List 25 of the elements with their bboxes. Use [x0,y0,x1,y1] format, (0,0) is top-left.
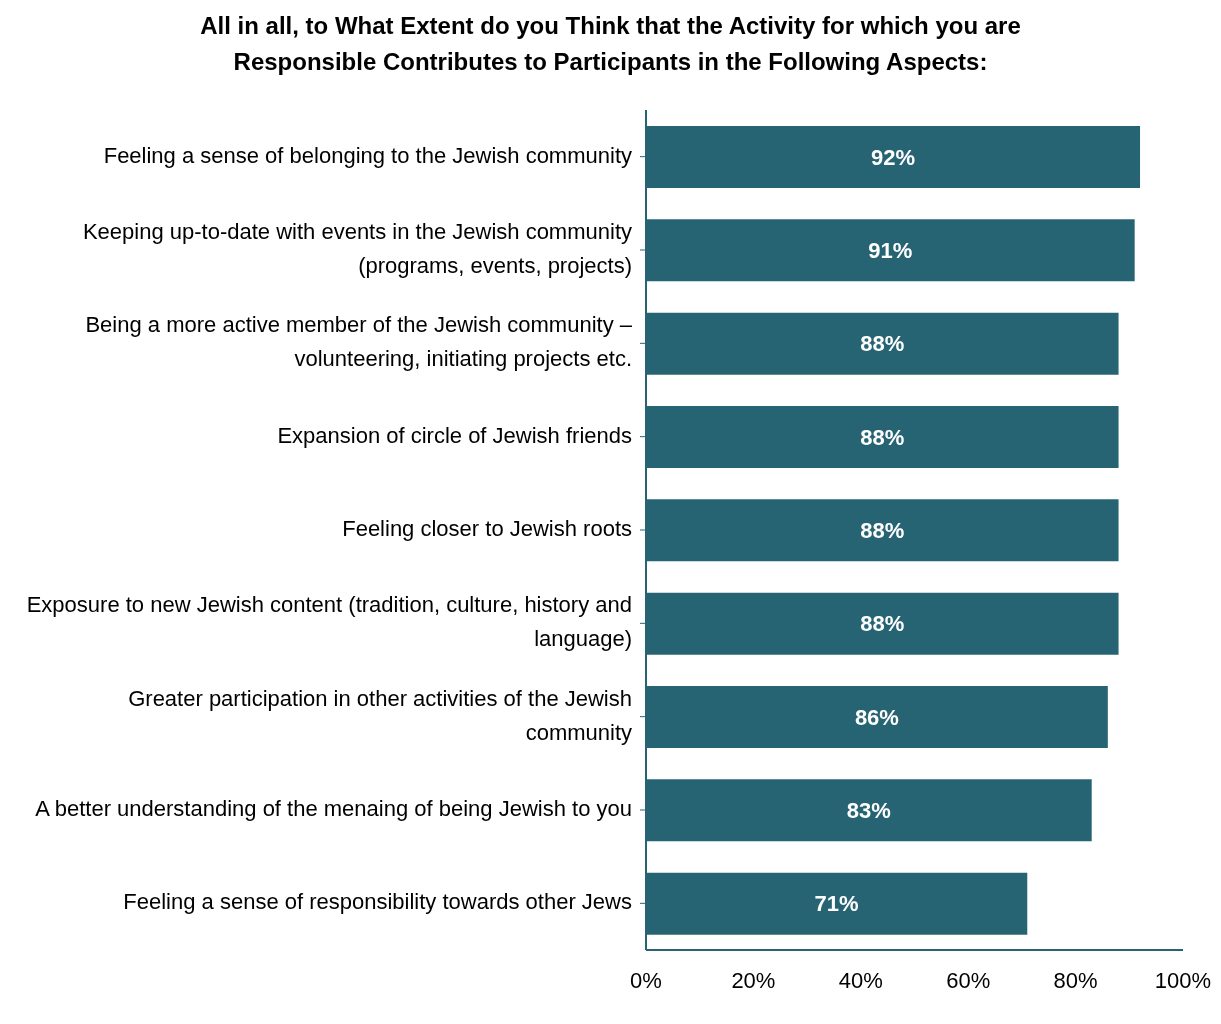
y-tick-label: Expansion of circle of Jewish friends [277,422,632,448]
y-tick-label: A better understanding of the menaing of being Jewish to you [35,795,632,821]
x-tick-label: 60% [946,967,991,993]
y-tick-label: Feeling a sense of belonging to the Jewish community [103,142,632,168]
x-tick-label: 80% [1053,967,1098,993]
data-label: 86% [854,704,899,730]
x-tick-label: 40% [838,967,883,993]
data-label: 88% [860,331,905,357]
data-label: 91% [868,238,913,264]
y-tick-label: Feeling closer to Jewish roots [342,515,632,541]
chart-title: All in all, to What Extent do you Think that the Activity for which you are Responsible Contributes to Participants in the Following Aspects: [199,11,1022,77]
x-tick-label: 100% [1154,967,1212,993]
data-label: 71% [814,891,859,917]
y-tick-label: Feeling a sense of responsibility towards other Jews [123,889,632,915]
data-label: 88% [860,518,905,544]
data-label: 88% [860,424,905,450]
x-tick-label: 0% [630,967,662,993]
y-tick-label: Exposure to new Jewish content (tradition, culture, history and language) [26,592,632,652]
x-tick-label: 20% [731,967,776,993]
data-label: 88% [860,611,905,637]
y-tick-label: Greater participation in other activities of the Jewish community [128,685,632,745]
data-label: 92% [871,144,916,170]
y-tick-label: Being a more active member of the Jewish community – volunteering, initiating projects etc. [85,312,633,372]
y-tick-label: Keeping up-to-date with events in the Jewish community (programs, events, projects) [82,218,632,278]
data-label: 83% [846,798,891,824]
